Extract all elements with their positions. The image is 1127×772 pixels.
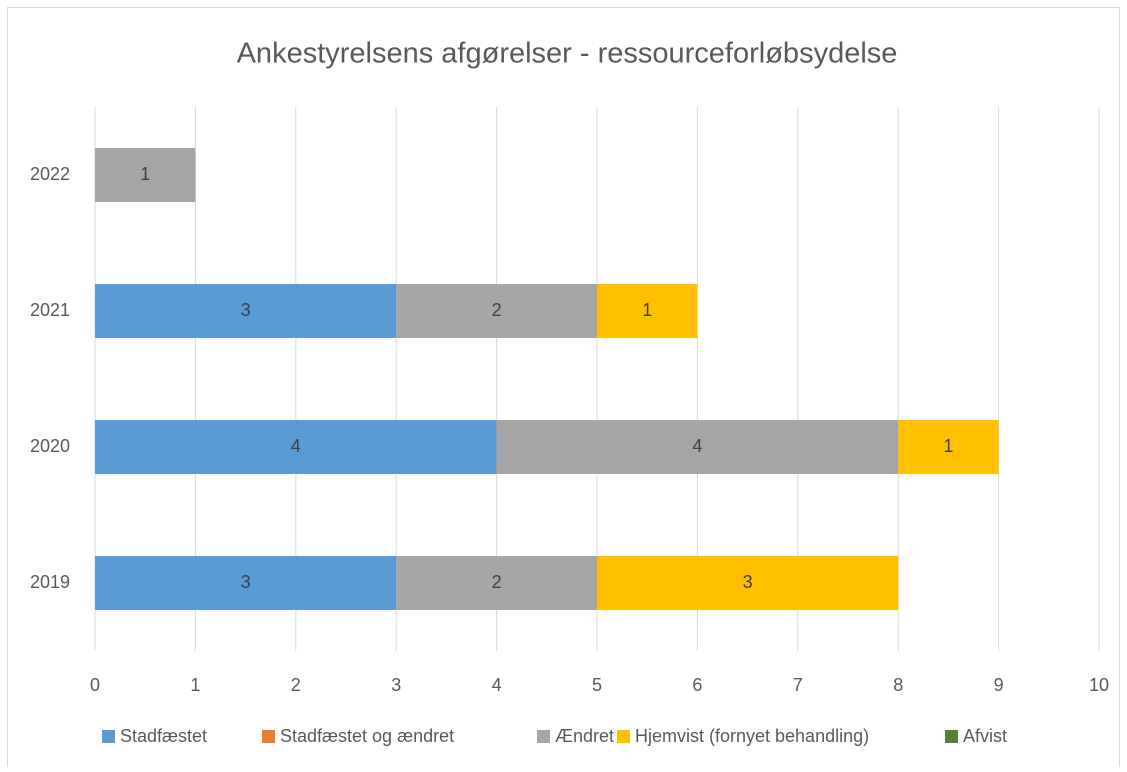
chart-border <box>7 7 1120 772</box>
bar-segment <box>898 420 999 474</box>
x-tick-label: 10 <box>1089 675 1109 695</box>
data-label: 2 <box>492 572 502 592</box>
legend-swatch <box>537 730 550 743</box>
bar-segment <box>597 556 899 610</box>
y-tick-label: 2022 <box>30 164 70 184</box>
x-tick-label: 1 <box>190 675 200 695</box>
legend-label: Stadfæstet og ændret <box>280 726 454 746</box>
data-label: 1 <box>642 300 652 320</box>
bar-segment <box>396 284 597 338</box>
data-label: 1 <box>140 164 150 184</box>
x-tick-label: 8 <box>893 675 903 695</box>
bar-segment <box>597 284 698 338</box>
legend-label: Afvist <box>963 726 1007 746</box>
x-tick-label: 2 <box>291 675 301 695</box>
x-tick-label: 4 <box>492 675 502 695</box>
bar-segment <box>496 420 899 474</box>
legend-swatch <box>945 730 958 743</box>
bar-segment <box>95 556 397 610</box>
bar-segment <box>95 420 497 474</box>
legend-label: Hjemvist (fornyet behandling) <box>635 726 869 746</box>
x-tick-label: 3 <box>391 675 401 695</box>
legend-swatch <box>102 730 115 743</box>
x-tick-label: 6 <box>692 675 702 695</box>
x-tick-label: 5 <box>592 675 602 695</box>
data-label: 3 <box>241 572 251 592</box>
y-tick-label: 2020 <box>30 436 70 456</box>
bar-segment <box>95 148 196 202</box>
x-tick-label: 0 <box>90 675 100 695</box>
bar-segment <box>396 556 597 610</box>
x-tick-label: 7 <box>793 675 803 695</box>
data-label: 3 <box>743 572 753 592</box>
legend-label: Ændret <box>555 726 614 746</box>
legend-swatch <box>262 730 275 743</box>
legend-swatch <box>617 730 630 743</box>
legend-label: Stadfæstet <box>120 726 207 746</box>
chart-title: Ankestyrelsens afgørelser - ressourcefor… <box>237 38 898 70</box>
y-tick-label: 2019 <box>30 572 70 592</box>
data-label: 4 <box>692 436 702 456</box>
data-label: 3 <box>241 300 251 320</box>
data-label: 1 <box>943 436 953 456</box>
bar-segment <box>95 284 397 338</box>
data-label: 4 <box>291 436 301 456</box>
data-label: 2 <box>492 300 502 320</box>
y-tick-label: 2021 <box>30 300 70 320</box>
x-tick-label: 9 <box>994 675 1004 695</box>
